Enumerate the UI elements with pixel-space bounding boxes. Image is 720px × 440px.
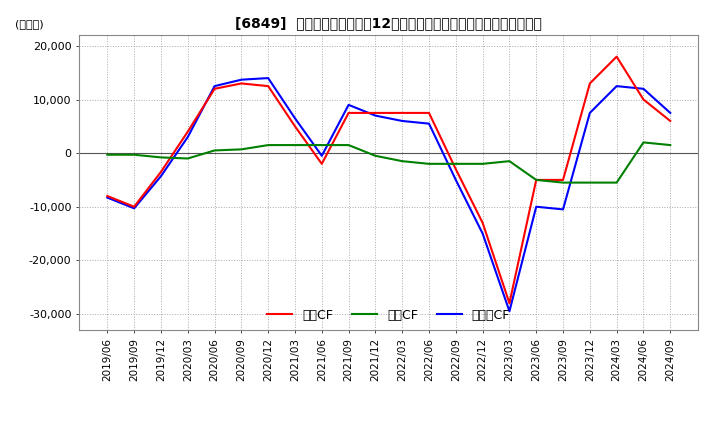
フリーCF [505, 308, 514, 314]
営業CF [291, 124, 300, 129]
フリーCF [103, 195, 112, 200]
投資CF [639, 140, 648, 145]
営業CF [264, 84, 272, 89]
フリーCF [398, 118, 407, 124]
営業CF [130, 204, 138, 209]
営業CF [237, 81, 246, 86]
営業CF [398, 110, 407, 116]
フリーCF [425, 121, 433, 126]
Legend: 営業CF, 投資CF, フリーCF: 営業CF, 投資CF, フリーCF [263, 304, 515, 326]
営業CF [318, 161, 326, 166]
フリーCF [451, 177, 460, 183]
フリーCF [264, 75, 272, 81]
フリーCF [639, 86, 648, 92]
投資CF [505, 158, 514, 164]
投資CF [559, 180, 567, 185]
営業CF [344, 110, 353, 116]
フリーCF [237, 77, 246, 82]
投資CF [371, 153, 379, 158]
投資CF [425, 161, 433, 166]
投資CF [210, 148, 219, 153]
投資CF [451, 161, 460, 166]
投資CF [666, 143, 675, 148]
投資CF [157, 155, 166, 160]
投資CF [478, 161, 487, 166]
営業CF [103, 193, 112, 198]
Line: 投資CF: 投資CF [107, 143, 670, 183]
投資CF [130, 152, 138, 158]
フリーCF [371, 113, 379, 118]
Y-axis label: (百万円): (百万円) [15, 19, 44, 29]
営業CF [585, 81, 594, 86]
営業CF [612, 54, 621, 59]
フリーCF [130, 205, 138, 211]
営業CF [639, 97, 648, 102]
フリーCF [612, 84, 621, 89]
フリーCF [344, 102, 353, 107]
フリーCF [478, 231, 487, 236]
営業CF [666, 118, 675, 124]
投資CF [318, 143, 326, 148]
営業CF [478, 220, 487, 225]
投資CF [398, 158, 407, 164]
フリーCF [210, 84, 219, 89]
営業CF [210, 86, 219, 92]
Line: 営業CF: 営業CF [107, 57, 670, 303]
投資CF [184, 156, 192, 161]
フリーCF [157, 173, 166, 179]
フリーCF [291, 116, 300, 121]
投資CF [237, 147, 246, 152]
フリーCF [318, 153, 326, 158]
営業CF [451, 167, 460, 172]
Line: フリーCF: フリーCF [107, 78, 670, 311]
営業CF [559, 177, 567, 183]
営業CF [425, 110, 433, 116]
投資CF [291, 143, 300, 148]
フリーCF [585, 110, 594, 116]
投資CF [585, 180, 594, 185]
フリーCF [184, 134, 192, 139]
投資CF [103, 152, 112, 158]
投資CF [344, 143, 353, 148]
営業CF [505, 301, 514, 306]
投資CF [264, 143, 272, 148]
投資CF [612, 180, 621, 185]
Title: [6849]  キャッシュフローの12か月移動合計の対前年同期増減額の推移: [6849] キャッシュフローの12か月移動合計の対前年同期増減額の推移 [235, 16, 542, 30]
フリーCF [666, 110, 675, 116]
フリーCF [532, 204, 541, 209]
投資CF [532, 177, 541, 183]
フリーCF [559, 207, 567, 212]
営業CF [184, 129, 192, 134]
営業CF [532, 177, 541, 183]
営業CF [157, 169, 166, 175]
営業CF [371, 110, 379, 116]
